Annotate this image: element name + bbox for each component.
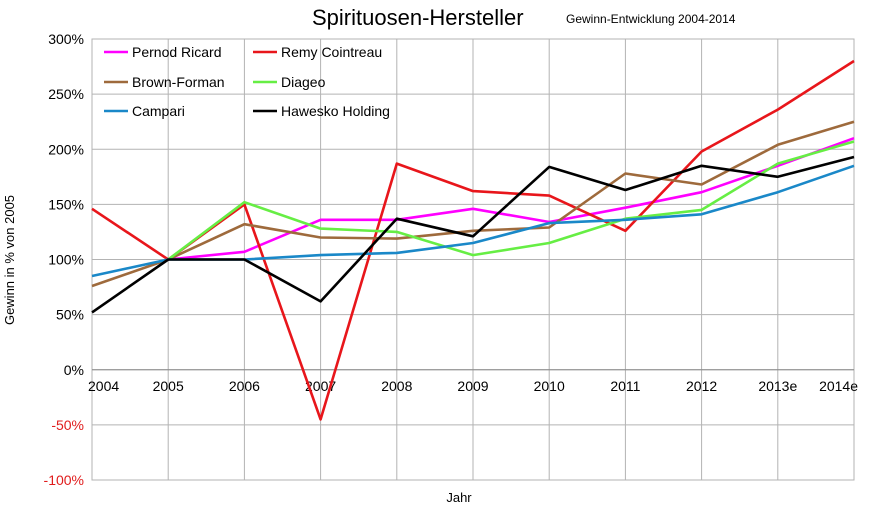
x-tick-label: 2004 <box>88 378 119 394</box>
x-axis-label: Jahr <box>446 490 472 505</box>
x-tick-label: 2013e <box>758 378 797 394</box>
legend-label-diageo: Diageo <box>281 74 326 90</box>
axes: 300% 250% 200% 150% 100% 50% 0% -50% -100% 2004 20… <box>44 31 859 488</box>
y-tick-label: 300% <box>48 31 84 47</box>
x-tick-label: 2010 <box>534 378 565 394</box>
legend: Pernod Ricard Remy Cointreau Brown-Forman D… <box>104 44 390 119</box>
legend-label-hawesko-holding: Hawesko Holding <box>281 103 390 119</box>
y-axis-label: Gewinn in % von 2005 <box>2 195 17 325</box>
x-tick-label: 2005 <box>153 378 184 394</box>
x-tick-label: 2006 <box>229 378 260 394</box>
chart-title: Spirituosen-Hersteller <box>312 5 524 30</box>
legend-label-remy-cointreau: Remy Cointreau <box>281 44 382 60</box>
x-tick-label: 2012 <box>686 378 717 394</box>
legend-label-campari: Campari <box>132 103 185 119</box>
legend-label-brown-forman: Brown-Forman <box>132 74 225 90</box>
y-tick-label: -50% <box>51 417 84 433</box>
series-line-diageo <box>167 140 855 261</box>
chart-subtitle: Gewinn-Entwicklung 2004-2014 <box>566 12 736 26</box>
y-tick-label: 50% <box>56 307 84 323</box>
y-tick-label: 150% <box>48 196 84 212</box>
series-layer <box>91 59 855 421</box>
x-tick-label: 2009 <box>457 378 488 394</box>
x-tick-label: 2011 <box>610 378 640 394</box>
series-line-pernod-ricard <box>168 136 855 261</box>
y-tick-label: 250% <box>48 86 84 102</box>
y-tick-label: 0% <box>64 362 84 378</box>
y-tick-label: 200% <box>48 141 84 157</box>
series-line-hawesko-holding <box>91 155 855 314</box>
y-tick-label: 100% <box>48 252 84 268</box>
x-tick-label: 2008 <box>381 378 412 394</box>
x-tick-label: 2014e <box>819 378 858 394</box>
y-tick-label: -100% <box>44 472 84 488</box>
series-line-brown-forman <box>91 120 855 288</box>
legend-label-pernod-ricard: Pernod Ricard <box>132 44 222 60</box>
